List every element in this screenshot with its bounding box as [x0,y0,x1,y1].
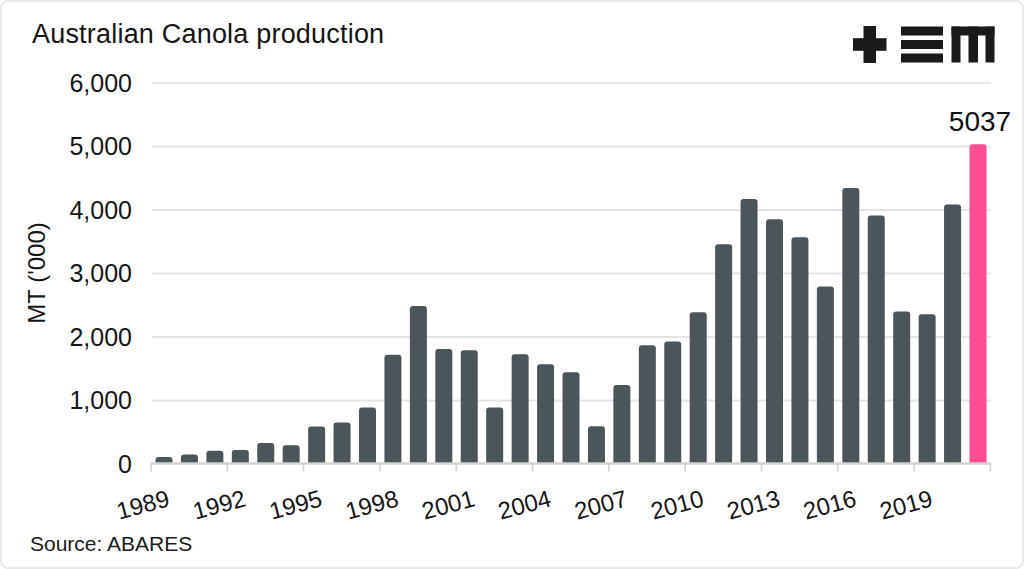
y-tick-label: 6,000 [69,69,132,97]
x-tick-label: 2010 [648,485,707,525]
bar [283,445,300,464]
chart-title: Australian Canola production [32,19,384,49]
bar [766,219,783,464]
y-tick-label: 5,000 [69,132,132,160]
bar-chart: 0 1,000 2,000 3,000 4,000 5,000 6,000 MT ('000)… [2,2,1024,569]
bar [384,355,401,464]
bar [308,427,325,464]
bar [206,451,223,464]
y-tick-label: 1,000 [69,386,132,414]
x-tick-label: 2007 [571,485,630,525]
bar [257,443,274,464]
bar [944,205,961,464]
x-tick-label: 1998 [343,485,402,525]
chart-card: 0 1,000 2,000 3,000 4,000 5,000 6,000 MT ('000)… [0,0,1024,569]
y-tick-label: 0 [118,450,132,478]
bar [893,312,910,464]
x-tick-label: 1992 [190,485,249,525]
bar [690,312,707,464]
x-tick-label: 2016 [800,485,859,525]
x-tick-label: 2001 [419,485,478,525]
bar [613,385,630,464]
y-tick-label: 2,000 [69,323,132,351]
bar [537,364,554,464]
bar [435,349,452,464]
x-tick-label: 2019 [877,485,936,525]
x-tick-label: 1989 [114,485,173,525]
bar [232,450,249,464]
x-tick-label: 2004 [495,485,554,525]
logo-m-glyph [952,27,995,63]
bar [868,215,885,464]
bar [791,237,808,464]
bar [410,306,427,464]
y-axis-title: MT ('000) [23,222,50,324]
bar [715,244,732,464]
bar [817,287,834,464]
bar [639,345,656,464]
value-label: 5037 [949,106,1011,137]
tem-logo-svg [853,25,995,64]
y-tick-label: 4,000 [69,196,132,224]
bar [512,354,529,464]
bar [919,314,936,464]
y-tick-label: 3,000 [69,259,132,287]
bar [461,350,478,464]
bar [563,372,580,464]
bar [334,422,351,464]
bar [486,407,503,464]
x-tick-label: 2013 [724,485,783,525]
bar-highlighted [970,144,987,464]
source-caption: Source: ABARES [30,532,192,556]
x-tick-label: 1995 [266,485,325,525]
bar [741,199,758,464]
logo-triple-bar-glyph [901,27,943,63]
bar [664,341,681,464]
tem-logo-icon [853,25,995,64]
bar [359,407,376,464]
bar [842,188,859,464]
bar [588,426,605,464]
logo-plus-glyph [853,26,887,63]
